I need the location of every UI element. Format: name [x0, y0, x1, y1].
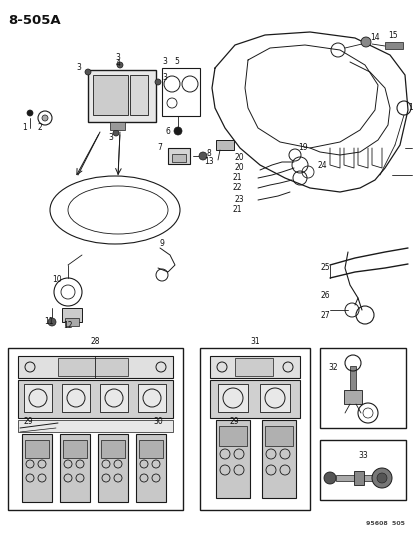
Text: 29: 29: [24, 416, 33, 425]
Circle shape: [48, 318, 56, 326]
Bar: [171, 154, 185, 162]
Bar: [261, 420, 295, 498]
Circle shape: [371, 468, 391, 488]
Bar: [161, 68, 199, 116]
Bar: [93, 75, 128, 115]
Text: 17: 17: [412, 141, 413, 149]
Bar: [349, 366, 355, 390]
Bar: [199, 348, 309, 510]
Text: 7: 7: [157, 143, 161, 152]
Text: 26: 26: [320, 290, 329, 300]
Bar: [62, 308, 82, 322]
Text: 29: 29: [230, 416, 239, 425]
Bar: [24, 384, 52, 412]
Text: 3: 3: [108, 133, 113, 142]
Circle shape: [173, 127, 182, 135]
Text: 30: 30: [153, 416, 162, 425]
Bar: [136, 434, 166, 502]
Text: 21: 21: [232, 206, 242, 214]
Bar: [384, 42, 402, 49]
Bar: [25, 440, 49, 458]
Bar: [139, 440, 163, 458]
Circle shape: [113, 130, 119, 136]
Bar: [319, 440, 405, 500]
Bar: [335, 475, 375, 481]
Text: 8-505A: 8-505A: [8, 14, 60, 27]
Bar: [353, 471, 363, 485]
Text: 6: 6: [165, 126, 170, 135]
Text: 33: 33: [357, 450, 367, 459]
Circle shape: [199, 152, 206, 160]
Bar: [138, 384, 166, 412]
Bar: [218, 426, 247, 446]
Text: 12: 12: [63, 320, 73, 329]
Circle shape: [117, 62, 123, 68]
Text: 22: 22: [232, 183, 242, 192]
Text: 95608  505: 95608 505: [365, 521, 404, 526]
Bar: [22, 434, 52, 502]
Bar: [101, 440, 125, 458]
Text: 2: 2: [38, 124, 43, 133]
Circle shape: [376, 473, 386, 483]
Bar: [110, 122, 125, 130]
Bar: [58, 358, 128, 376]
Bar: [209, 356, 299, 378]
Text: 24: 24: [317, 160, 327, 169]
Bar: [63, 440, 87, 458]
Bar: [235, 358, 272, 376]
Circle shape: [323, 472, 335, 484]
Bar: [88, 70, 156, 122]
Text: 20: 20: [234, 164, 243, 173]
Bar: [65, 318, 79, 326]
Circle shape: [42, 115, 48, 121]
Text: 10: 10: [52, 276, 62, 285]
Text: 23: 23: [234, 196, 243, 205]
Circle shape: [27, 110, 33, 116]
Bar: [216, 420, 249, 498]
Bar: [18, 356, 173, 378]
Text: 3: 3: [161, 74, 166, 83]
Text: 13: 13: [204, 157, 213, 166]
Text: 3: 3: [161, 58, 166, 67]
Text: 32: 32: [327, 364, 337, 373]
Bar: [259, 384, 289, 412]
Text: 25: 25: [320, 263, 329, 272]
Text: 3: 3: [76, 62, 81, 71]
Text: 15: 15: [387, 30, 396, 39]
Text: 9: 9: [159, 239, 164, 248]
Text: 18: 18: [412, 167, 413, 176]
Text: 21: 21: [232, 174, 242, 182]
Text: 19: 19: [297, 143, 307, 152]
Circle shape: [154, 79, 161, 85]
Bar: [60, 434, 90, 502]
Bar: [130, 75, 147, 115]
Text: 4: 4: [115, 60, 120, 69]
Text: 31: 31: [249, 337, 259, 346]
Bar: [264, 426, 292, 446]
Bar: [98, 434, 128, 502]
Bar: [343, 390, 361, 404]
Bar: [319, 348, 405, 428]
Circle shape: [360, 37, 370, 47]
Text: 5: 5: [173, 58, 178, 67]
Text: 11: 11: [44, 318, 53, 327]
Bar: [100, 384, 128, 412]
Circle shape: [85, 69, 91, 75]
Bar: [8, 348, 183, 510]
Bar: [62, 384, 90, 412]
Text: 1: 1: [22, 124, 27, 133]
Bar: [216, 140, 233, 150]
Bar: [209, 380, 299, 418]
Text: 28: 28: [90, 337, 100, 346]
Bar: [218, 384, 247, 412]
Text: 14: 14: [369, 34, 379, 43]
Text: 3: 3: [115, 53, 120, 62]
Text: 16: 16: [407, 103, 413, 112]
Text: 27: 27: [320, 311, 329, 319]
Text: 20: 20: [234, 154, 243, 163]
Bar: [18, 380, 173, 418]
Bar: [168, 148, 190, 164]
Bar: [18, 420, 173, 432]
Text: 8: 8: [206, 149, 211, 158]
